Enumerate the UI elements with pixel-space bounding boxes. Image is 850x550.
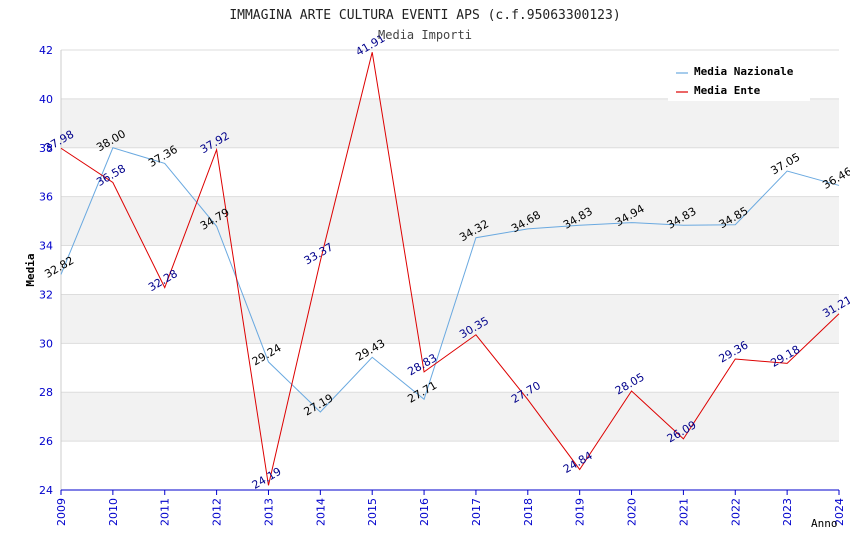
series-line-ente [60, 52, 840, 486]
y-tick-label: 24 [39, 484, 53, 497]
x-tick-label: 2021 [677, 498, 690, 526]
legend-box [668, 59, 810, 101]
y-tick-label: 34 [39, 240, 53, 253]
x-tick-label: 2016 [418, 498, 431, 526]
axes [60, 50, 840, 495]
legend-label-ente: Media Ente [694, 84, 761, 97]
background-band [61, 98, 839, 148]
x-tick-label: 2013 [262, 498, 275, 526]
x-tick-label: 2020 [626, 498, 639, 526]
data-label-ente: 29.18 [768, 343, 802, 370]
legend: Media Nazionale Media Ente [668, 59, 810, 101]
x-tick-label: 2009 [55, 498, 68, 526]
data-label-ente: 37.98 [42, 128, 76, 155]
data-label-ente: 24.84 [561, 449, 595, 476]
x-tick-label: 2011 [159, 498, 172, 526]
legend-label-nazionale: Media Nazionale [694, 65, 794, 78]
gridlines [61, 49, 839, 491]
y-tick-label: 32 [39, 288, 53, 301]
data-label-ente: 28.83 [405, 351, 439, 378]
y-tick-label: 30 [39, 337, 53, 350]
background-band [61, 392, 839, 442]
y-tick-label: 36 [39, 191, 53, 204]
data-label-nazionale: 36.46 [820, 165, 850, 192]
x-axis-label: Anno [811, 517, 838, 530]
y-tick-label: 38 [39, 142, 53, 155]
y-axis-label: Media [24, 253, 37, 286]
x-tick-label: 2018 [522, 498, 535, 526]
x-tick-label: 2024 [833, 498, 846, 526]
data-label-nazionale: 32.82 [42, 254, 76, 281]
y-tick-label: 40 [39, 93, 53, 106]
background-bands [61, 98, 839, 442]
y-tick-label: 28 [39, 386, 53, 399]
data-label-nazionale: 29.24 [250, 341, 284, 368]
y-tick-label: 42 [39, 44, 53, 57]
series-lines [60, 52, 840, 486]
data-label-ente: 32.28 [146, 267, 180, 294]
x-tick-label: 2012 [211, 498, 224, 526]
x-tick-label: 2017 [470, 498, 483, 526]
x-tick-label: 2019 [574, 498, 587, 526]
chart-subtitle: Media Importi [378, 28, 472, 42]
data-label-ente: 36.58 [94, 162, 128, 189]
x-tick-label: 2023 [781, 498, 794, 526]
x-tick-label: 2010 [107, 498, 120, 526]
y-tick-labels: 24 26 28 30 32 34 36 38 40 42 [39, 44, 53, 497]
chart-title: IMMAGINA ARTE CULTURA EVENTI APS (c.f.95… [229, 8, 620, 23]
series-line-nazionale [60, 147, 840, 413]
data-label-ente: 24.19 [250, 465, 284, 492]
x-tick-labels: 2009 2010 2011 2012 2013 2014 2015 2016 2017 2018… [55, 498, 846, 526]
x-tick-label: 2015 [366, 498, 379, 526]
x-tick-label: 2022 [729, 498, 742, 526]
background-band [61, 196, 839, 246]
y-tick-label: 26 [39, 435, 53, 448]
x-tick-label: 2014 [314, 498, 327, 526]
